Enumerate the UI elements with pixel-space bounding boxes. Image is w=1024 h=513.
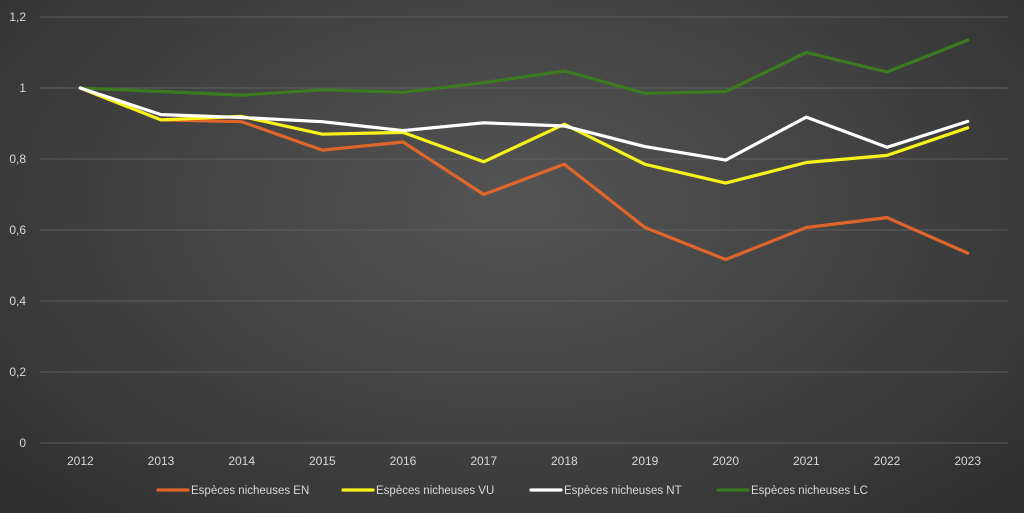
x-tick-label: 2021: [793, 454, 820, 468]
x-tick-label: 2015: [309, 454, 336, 468]
series-line-1: [78, 86, 970, 262]
series-line-2: [78, 86, 970, 185]
y-tick-label: 1: [19, 81, 26, 95]
y-tick-label: 0,8: [9, 152, 26, 166]
x-tick-label: 2016: [390, 454, 417, 468]
series-line-3: [78, 86, 970, 162]
y-tick-label: 0,6: [9, 223, 26, 237]
legend-label: Espèces nicheuses NT: [564, 485, 682, 497]
x-tick-label: 2022: [874, 454, 901, 468]
y-axis-tick-labels: 0 0,2 0,4 0,6 0,8 1 1,2: [9, 10, 26, 450]
x-tick-label: 2014: [228, 454, 255, 468]
x-tick-label: 2013: [148, 454, 175, 468]
x-tick-label: 2012: [67, 454, 94, 468]
series-line-4: [78, 38, 970, 97]
y-tick-label: 0: [19, 436, 26, 450]
x-tick-label: 2020: [712, 454, 739, 468]
y-tick-label: 0,2: [9, 365, 26, 379]
legend-label: Espèces nicheuses VU: [376, 485, 494, 497]
legend-label: Espèces nicheuses LC: [751, 485, 868, 497]
gridlines: [40, 16, 1008, 444]
legend-label: Espèces nicheuses EN: [191, 485, 309, 497]
x-tick-label: 2019: [632, 454, 659, 468]
x-tick-label: 2018: [551, 454, 578, 468]
x-tick-label: 2017: [470, 454, 497, 468]
series-lines: [78, 38, 970, 262]
y-tick-label: 1,2: [9, 10, 26, 24]
legend: Espèces nicheuses EN Espèces nicheuses VU…: [156, 485, 868, 497]
x-tick-label: 2023: [954, 454, 981, 468]
y-tick-label: 0,4: [9, 294, 26, 308]
x-axis-tick-labels: 2012 2013 2014 2015 2016 2017 2018 2019 2020 2021…: [67, 454, 981, 468]
